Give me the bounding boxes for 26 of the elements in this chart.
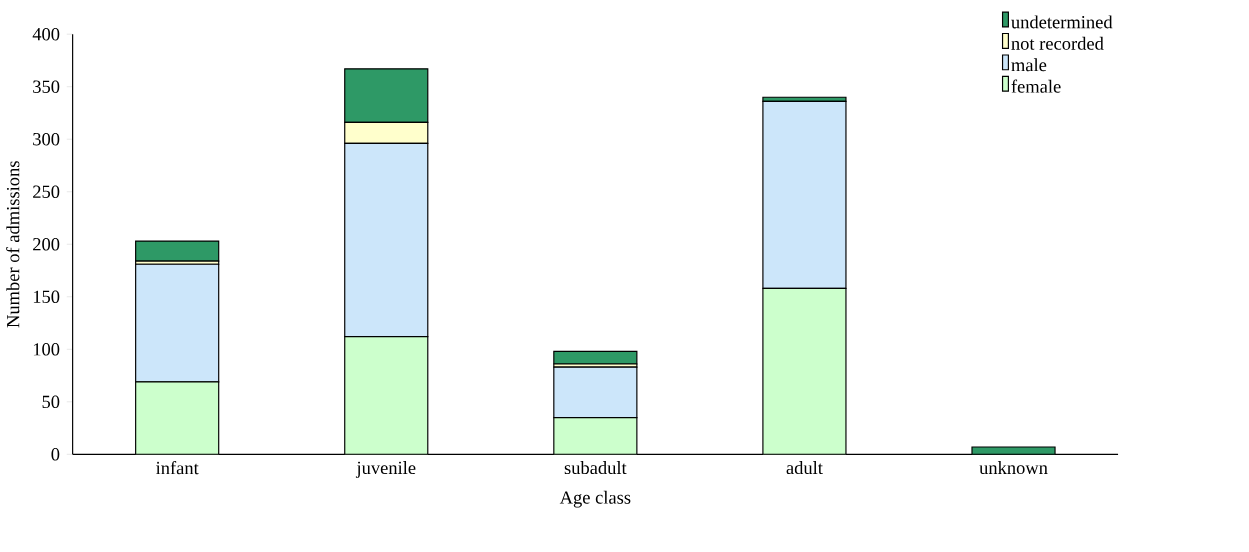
y-tick-label: 400 xyxy=(32,27,60,41)
legend-label: not recorded xyxy=(1011,36,1104,50)
y-tick-label: 350 xyxy=(33,80,60,93)
x-tick-label: juvenile xyxy=(355,461,416,478)
y-axis-title: Number of admissions xyxy=(6,161,20,328)
x-tick-label: adult xyxy=(786,461,823,475)
bar xyxy=(344,336,428,455)
y-tick-label: 200 xyxy=(33,238,60,251)
y-tick-label: 150 xyxy=(33,290,60,303)
x-tick-label: subadult xyxy=(564,461,627,475)
x-tick-label: infant xyxy=(155,461,199,475)
y-tick-label: 300 xyxy=(33,132,60,146)
y-tick-label: 50 xyxy=(42,395,60,409)
bar xyxy=(553,366,638,419)
legend-label: undetermined xyxy=(1011,15,1113,29)
x-tick-label: unknown xyxy=(979,461,1048,475)
bar xyxy=(553,417,637,455)
x-axis-title: Age class xyxy=(559,490,631,508)
bar xyxy=(135,381,219,455)
bar xyxy=(762,287,847,455)
bar xyxy=(344,68,429,123)
y-tick-label: 100 xyxy=(33,343,60,356)
legend-label: male xyxy=(1011,58,1047,72)
y-tick-label: 0 xyxy=(51,448,60,461)
legend-label: female xyxy=(1011,79,1061,93)
y-tick-label: 250 xyxy=(33,185,60,198)
